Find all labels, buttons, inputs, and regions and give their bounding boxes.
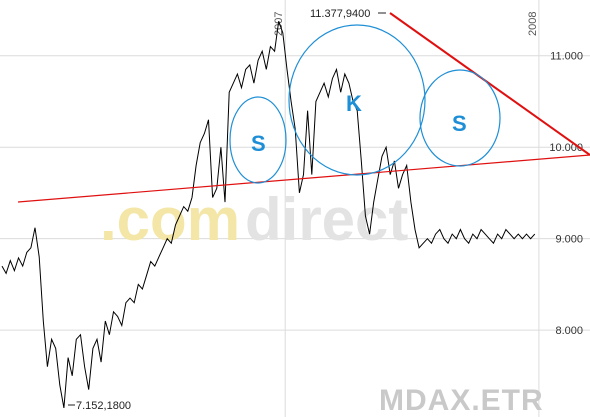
y-tick-label: 9.000 <box>555 234 583 246</box>
support-trendline <box>17 154 590 203</box>
resistance-trendline <box>389 12 590 156</box>
pattern-circles: S K S <box>229 24 501 184</box>
watermark: .com direct <box>100 186 408 253</box>
trendlines <box>17 12 590 203</box>
left-shoulder-label: S <box>251 131 266 156</box>
watermark-text-direct: direct <box>245 186 408 253</box>
year-label: 2008 <box>527 12 539 36</box>
y-tick-labels: 8.000 9.000 10.000 11.000 <box>549 51 583 337</box>
grid-layer <box>0 55 590 331</box>
price-line <box>1 21 536 408</box>
watermark-text-com: .com <box>100 186 240 253</box>
extreme-annotations: 11.377,9400 7.152,1800 <box>68 8 386 412</box>
right-shoulder-label: S <box>452 111 467 136</box>
head-ellipse <box>288 24 426 176</box>
y-tick-label: 10.000 <box>549 142 583 154</box>
y-tick-label: 8.000 <box>555 325 583 337</box>
right-shoulder-ellipse <box>419 69 501 167</box>
symbol-label: MDAX.ETR <box>379 384 544 417</box>
y-tick-label: 11.000 <box>550 51 583 63</box>
left-shoulder-ellipse <box>229 96 287 184</box>
high-annotation: 11.377,9400 <box>310 8 370 20</box>
head-label: K <box>346 91 362 116</box>
low-annotation: 7.152,1800 <box>76 400 131 412</box>
